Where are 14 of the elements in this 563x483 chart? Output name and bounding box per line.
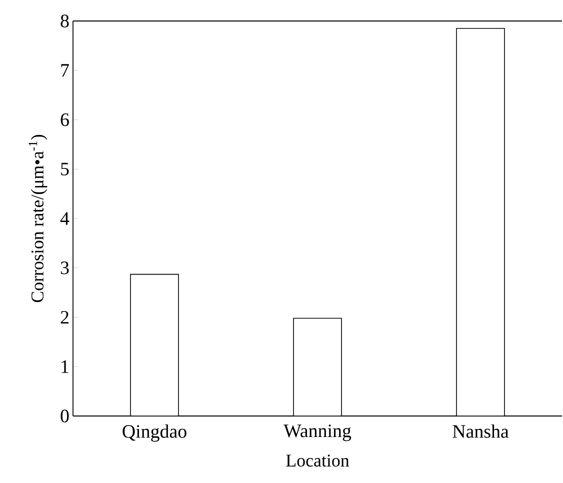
y-axis-title: Corrosion rate/(μm•a$^{-1}$) xyxy=(28,134,48,302)
y-tick-label: 4 xyxy=(60,212,70,225)
y-tick-label: 6 xyxy=(60,113,69,126)
y-tick-label: 8 xyxy=(60,14,69,28)
x-tick-label: Qingdao xyxy=(122,424,186,442)
y-tick-label: 5 xyxy=(61,162,69,176)
x-tick-label: Nansha xyxy=(452,424,509,438)
y-tick-label: 2 xyxy=(60,310,68,324)
y-tick-label: 7 xyxy=(61,64,69,77)
x-tick-label: Wanning xyxy=(284,424,352,442)
y-tick-label: 0 xyxy=(60,410,69,422)
y-tick-label: 1 xyxy=(62,360,68,373)
x-axis-title: Location xyxy=(286,454,350,467)
y-tick-label: 3 xyxy=(60,262,69,274)
